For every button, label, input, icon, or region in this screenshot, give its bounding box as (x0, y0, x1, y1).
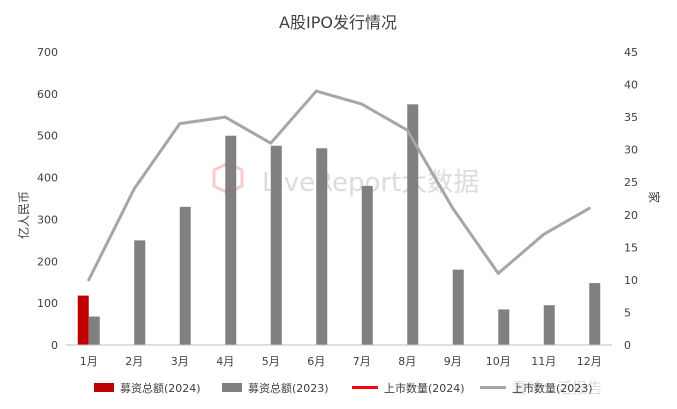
y2-tick-label: 0 (624, 339, 631, 352)
legend-label: 上市数量(2024) (384, 381, 465, 395)
bar (88, 316, 100, 345)
y-axis-title: 亿人民币 (16, 191, 31, 239)
bar (452, 269, 464, 345)
y-tick-label: 0 (51, 339, 58, 352)
x-tick-label: 6月 (307, 355, 325, 368)
y2-tick-label: 25 (624, 176, 638, 189)
x-tick-label: 3月 (171, 355, 189, 368)
bar (316, 148, 328, 345)
x-tick-label: 5月 (262, 355, 280, 368)
x-tick-label: 11月 (531, 355, 556, 368)
x-tick-label: 7月 (353, 355, 371, 368)
legend-label: 上市数量(2023) (512, 381, 593, 395)
bar (407, 104, 419, 345)
y2-tick-label: 5 (624, 306, 631, 319)
y-tick-label: 600 (37, 88, 58, 101)
line-series (87, 89, 591, 282)
y2-axis-title: 家 (647, 191, 662, 203)
y2-tick-label: 10 (624, 274, 638, 287)
y2-tick-label: 40 (624, 79, 638, 92)
x-tick-label: 8月 (398, 355, 416, 368)
bar (77, 295, 89, 345)
x-tick-label: 2月 (125, 355, 143, 368)
bar (134, 240, 146, 345)
legend-swatch (94, 383, 114, 392)
legend: 募资总额(2024) 募资总额(2023) 上市数量(2024) 上市数量(2023) (94, 381, 593, 395)
legend-label: 募资总额(2023) (248, 381, 329, 395)
x-axis: 1月 2月 3月 4月 5月 6月 7月 8月 9月 10月 11月 12月 (80, 355, 602, 368)
legend-label: 募资总额(2024) (120, 381, 201, 395)
x-tick-label: 12月 (577, 355, 602, 368)
bar (498, 309, 510, 345)
bar (225, 135, 237, 345)
y2-tick-label: 30 (624, 144, 638, 157)
y-tick-label: 400 (37, 172, 58, 185)
bar-series (77, 104, 601, 345)
y-tick-label: 500 (37, 130, 58, 143)
y-tick-label: 200 (37, 255, 58, 268)
bar (543, 305, 555, 345)
legend-swatch (222, 383, 242, 392)
y2-tick-label: 35 (624, 111, 638, 124)
bar (361, 185, 373, 345)
x-tick-label: 1月 (80, 355, 98, 368)
x-tick-label: 9月 (444, 355, 462, 368)
y-tick-label: 700 (37, 46, 58, 59)
x-tick-label: 10月 (486, 355, 511, 368)
bar (270, 145, 282, 345)
bar (179, 206, 191, 345)
chart-title: A股IPO发行情况 (279, 13, 397, 32)
y-axis: 0 100 200 300 400 500 600 700 (37, 46, 58, 352)
y2-tick-label: 45 (624, 46, 638, 59)
y2-tick-label: 20 (624, 209, 638, 222)
x-tick-label: 4月 (216, 355, 234, 368)
y-tick-label: 100 (37, 297, 58, 310)
series-line (87, 89, 591, 282)
y2-tick-label: 15 (624, 241, 638, 254)
y2-axis: 0 5 10 15 20 25 30 35 40 45 (624, 46, 638, 352)
y-tick-label: 300 (37, 213, 58, 226)
bar (589, 283, 601, 345)
watermark-bottom: 雪球：活报告 (512, 379, 602, 397)
